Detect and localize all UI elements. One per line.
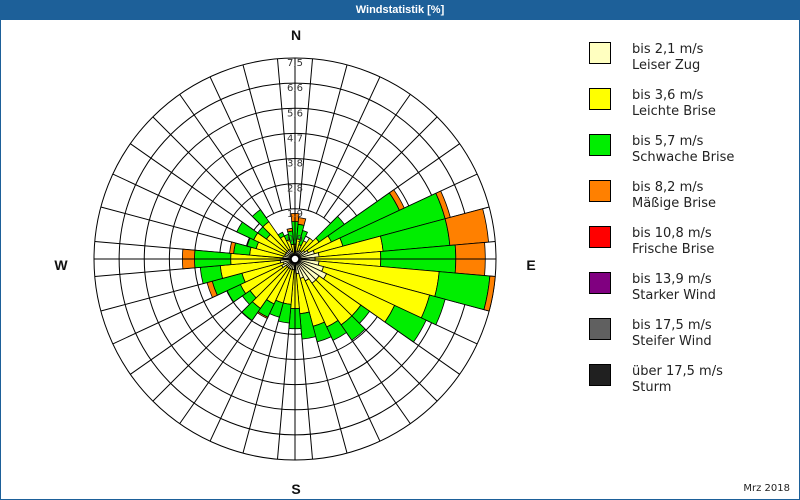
legend-label: Leichte Brise [632,104,716,119]
legend-range: bis 5,7 m/s [632,134,704,149]
legend-label: Schwache Brise [632,150,735,165]
compass-west: W [54,257,68,273]
legend-range: bis 2,1 m/s [632,42,704,57]
legend-range: bis 8,2 m/s [632,180,704,195]
wind-bar-segment [326,319,348,341]
compass-south: S [291,481,300,497]
legend-swatch [589,272,611,294]
ring-label: 5,6 [287,108,303,119]
legend-swatch [589,180,611,202]
wind-bar-segment [286,227,293,233]
wind-bar-segment [420,294,446,326]
wind-bar-segment [277,231,285,239]
legend-range: über 17,5 m/s [632,364,723,379]
legend-item: über 17,5 m/s Sturm [589,364,789,410]
legend-label: Starker Wind [632,288,716,303]
wind-bar-segment [299,311,317,340]
ring-label: 3,8 [287,159,303,170]
legend-item: bis 3,6 m/s Leichte Brise [589,88,789,134]
wind-bar-segment [236,221,259,241]
chart-title: Windstatistik [%] [0,0,800,20]
wind-bar-segment [297,217,307,226]
wind-rose-chart: 0,9 1,9 2,8 3,8 4,7 5,6 6,6 7,5 N E S W [54,27,535,497]
legend-label: Sturm [632,380,672,395]
legend-item: bis 8,2 m/s Mäßige Brise [589,180,789,226]
legend-swatch [589,88,611,110]
wind-bar-segment [298,230,308,247]
wind-bars [182,189,496,343]
legend-label: Leiser Zug [632,58,701,73]
legend-item: bis 10,8 m/s Frische Brise [589,226,789,272]
legend-range: bis 13,9 m/s [632,272,712,287]
wind-bar-segment [277,302,292,324]
compass-north: N [291,27,301,43]
legend-item: bis 5,7 m/s Schwache Brise [589,134,789,180]
wind-bar-segment [444,208,489,246]
ring-label: 7,5 [287,58,303,69]
legend-item: bis 17,5 m/s Steifer Wind [589,318,789,364]
legend-swatch [589,42,611,64]
legend-item: bis 13,9 m/s Starker Wind [589,272,789,318]
period-label: Mrz 2018 [743,483,790,494]
legend-label: Frische Brise [632,242,715,257]
wind-bar-segment [483,275,496,312]
legend-range: bis 17,5 m/s [632,318,712,333]
wind-bar-segment [229,241,236,255]
ring-label: 6,6 [287,83,303,94]
ring-label: 0,9 [287,234,303,245]
ring-label: 4,7 [287,133,303,144]
ring-labels: 0,9 1,9 2,8 3,8 4,7 5,6 6,6 7,5 [287,58,303,245]
wind-bar-segment [340,315,366,341]
legend-range: bis 10,8 m/s [632,226,712,241]
legend-swatch [589,134,611,156]
legend-swatch [589,226,611,248]
compass-east: E [526,257,535,273]
legend-item: bis 2,1 m/s Leiser Zug [589,42,789,88]
legend-swatch [589,318,611,340]
ring-label: 2,8 [287,184,303,195]
legend: bis 2,1 m/s Leiser Zug bis 3,6 m/s Leichte… [589,42,789,410]
wind-bar-segment [241,301,261,322]
legend-swatch [589,364,611,386]
legend-range: bis 3,6 m/s [632,88,704,103]
north-axis [94,58,496,460]
wind-bar-segment [384,304,427,343]
ring-label: 1,9 [287,209,303,220]
wind-bar-segment [312,321,332,343]
legend-label: Mäßige Brise [632,196,717,211]
wind-bar-segment [251,209,270,228]
legend-label: Steifer Wind [632,334,712,349]
